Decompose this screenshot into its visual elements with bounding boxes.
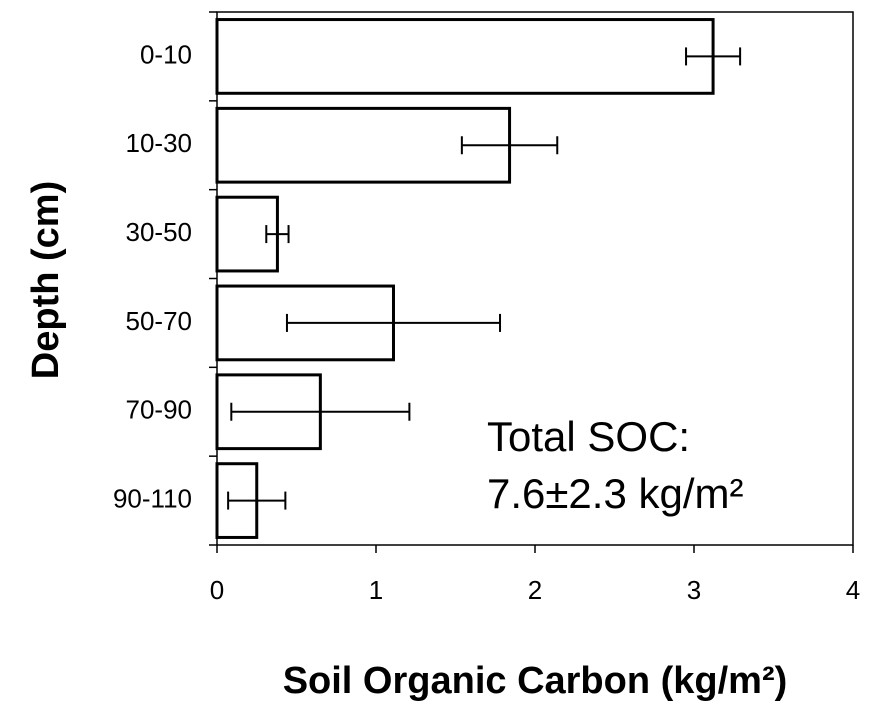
error-bar (227, 491, 287, 510)
bar (215, 18, 715, 95)
y-tick-label: 70-90 (126, 395, 193, 425)
y-tick-label: 50-70 (126, 306, 193, 336)
y-axis-title: Depth (cm) (25, 181, 67, 379)
x-tick-label: 2 (528, 575, 542, 605)
x-tick-label: 3 (687, 575, 701, 605)
x-tick-label: 1 (369, 575, 383, 605)
error-bar (265, 225, 290, 244)
y-tick-label: 90-110 (113, 483, 192, 513)
y-tick-label: 30-50 (126, 217, 193, 247)
bar (215, 106, 512, 184)
annotation: 7.6±2.3 kg/m² (487, 470, 744, 517)
x-axis-title: Soil Organic Carbon (kg/m²) (283, 660, 788, 702)
x-tick-label: 4 (846, 575, 860, 605)
annotation: Total SOC: (487, 413, 690, 460)
error-bar (230, 402, 411, 421)
x-tick-label: 0 (210, 575, 224, 605)
error-bar (285, 313, 502, 332)
y-tick-label: 0-10 (140, 39, 192, 69)
error-bar (460, 136, 559, 155)
error-bar (685, 47, 742, 66)
y-tick-label: 10-30 (126, 128, 193, 158)
